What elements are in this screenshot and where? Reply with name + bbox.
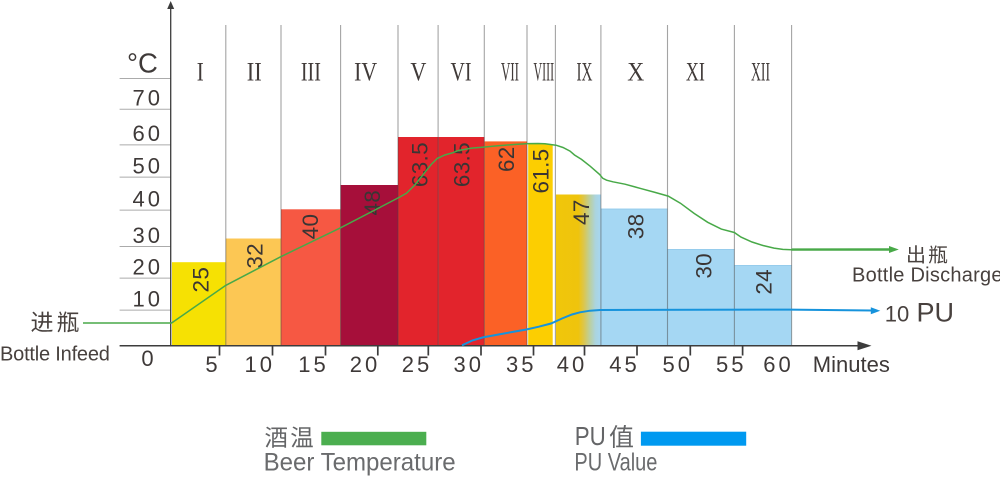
svg-text:IX: IX xyxy=(577,58,593,87)
svg-text:PU Value: PU Value xyxy=(574,449,657,477)
svg-text:°C: °C xyxy=(127,48,158,79)
svg-text:III: III xyxy=(301,58,321,87)
svg-text:35: 35 xyxy=(506,352,536,377)
svg-text:25: 25 xyxy=(188,267,213,293)
svg-text:24: 24 xyxy=(752,269,777,295)
svg-text:Bottle Discharge: Bottle Discharge xyxy=(852,265,1000,287)
svg-text:61.5: 61.5 xyxy=(528,149,553,194)
svg-text:15: 15 xyxy=(298,352,328,377)
svg-text:40: 40 xyxy=(557,352,587,377)
svg-text:55: 55 xyxy=(716,352,746,377)
svg-text:20: 20 xyxy=(133,254,163,279)
svg-text:VII: VII xyxy=(501,58,519,87)
svg-text:I: I xyxy=(197,58,204,87)
svg-text:XII: XII xyxy=(751,58,770,87)
svg-text:50: 50 xyxy=(663,352,693,377)
svg-text:45: 45 xyxy=(609,352,639,377)
svg-text:30: 30 xyxy=(133,223,163,248)
svg-text:IV: IV xyxy=(354,58,377,87)
svg-text:10: 10 xyxy=(245,352,275,377)
svg-text:63.5: 63.5 xyxy=(408,142,433,187)
svg-text:Minutes: Minutes xyxy=(813,352,890,377)
svg-text:VIII: VIII xyxy=(534,58,555,87)
svg-text:5: 5 xyxy=(205,352,217,377)
svg-text:PU: PU xyxy=(917,297,955,327)
svg-text:XI: XI xyxy=(686,58,705,87)
svg-text:70: 70 xyxy=(133,86,163,111)
svg-text:X: X xyxy=(627,58,644,87)
svg-text:30: 30 xyxy=(692,253,717,279)
svg-text:II: II xyxy=(247,58,262,87)
svg-text:47: 47 xyxy=(569,199,594,225)
svg-text:60: 60 xyxy=(133,121,163,146)
svg-text:PU: PU xyxy=(575,421,606,451)
svg-text:60: 60 xyxy=(763,352,793,377)
svg-text:10: 10 xyxy=(133,286,163,311)
svg-text:20: 20 xyxy=(350,352,380,377)
svg-text:25: 25 xyxy=(402,352,432,377)
svg-text:50: 50 xyxy=(133,153,163,178)
svg-text:Beer Temperature: Beer Temperature xyxy=(264,449,456,477)
svg-text:VI: VI xyxy=(451,58,472,87)
svg-text:32: 32 xyxy=(243,243,268,269)
svg-text:10: 10 xyxy=(885,301,909,326)
svg-text:30: 30 xyxy=(454,352,484,377)
svg-text:0: 0 xyxy=(141,346,153,371)
svg-text:Bottle Infeed: Bottle Infeed xyxy=(0,343,110,365)
svg-text:40: 40 xyxy=(298,214,323,240)
svg-text:40: 40 xyxy=(133,186,163,211)
svg-text:38: 38 xyxy=(624,214,649,240)
svg-text:V: V xyxy=(410,58,426,87)
svg-text:62: 62 xyxy=(494,146,519,172)
